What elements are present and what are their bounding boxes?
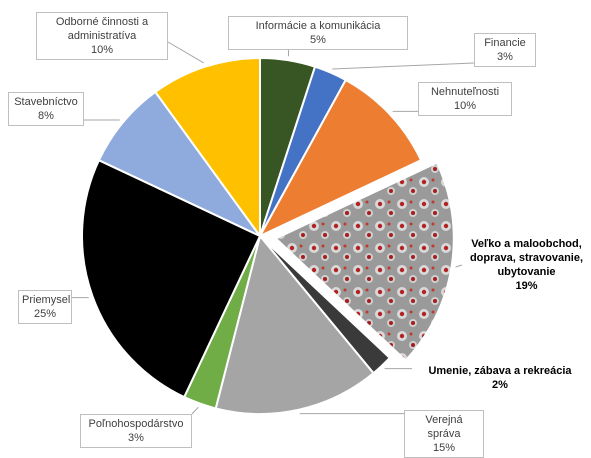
category-label: Odborné činnosti a administratíva	[55, 16, 149, 42]
pie-area	[72, 41, 475, 415]
category-label: Stavebníctvo	[14, 96, 78, 108]
value-label: 2%	[492, 379, 508, 391]
leader-line	[332, 62, 475, 70]
category-label: Poľnohospodárstvo	[88, 418, 184, 430]
data-label: Financie 3%	[474, 33, 536, 67]
value-label: 10%	[90, 44, 114, 56]
data-label: Nehnuteľnosti 10%	[418, 82, 512, 116]
leader-line	[455, 264, 463, 268]
value-label: 3%	[128, 432, 144, 444]
chart: Informácie a komunikácia 5% Financie 3% Nehn…	[8, 12, 591, 458]
data-label: Umenie, zábava a rekreácia 2%	[412, 362, 588, 394]
category-label: Nehnuteľnosti	[430, 86, 500, 98]
pie-slice	[153, 56, 261, 240]
category-label: Financie	[484, 37, 526, 49]
pie-slice	[97, 90, 261, 237]
category-label: Veľko a maloobchod, doprava, stravovanie…	[469, 238, 584, 278]
data-label: Informácie a komunikácia 5%	[228, 16, 408, 50]
leader-line	[167, 41, 205, 64]
data-label: Odborné činnosti a administratíva 10%	[36, 12, 168, 60]
value-label: 5%	[310, 34, 326, 46]
pie-slice	[214, 233, 375, 415]
data-label: Stavebníctvo 8%	[8, 92, 84, 126]
pie-slice	[81, 158, 262, 399]
pie-slice	[257, 78, 423, 239]
category-label: Priemysel	[22, 294, 71, 306]
data-label: Veľko a maloobchod, doprava, stravovanie…	[462, 235, 591, 295]
category-label: Verejná správa	[425, 414, 463, 440]
pie-slice	[274, 161, 455, 362]
value-label: 15%	[432, 442, 456, 454]
category-label: Informácie a komunikácia	[255, 20, 381, 32]
category-label: Umenie, zábava a rekreácia	[428, 365, 572, 377]
value-label: 8%	[38, 110, 54, 122]
data-label: Priemysel 25%	[18, 290, 72, 324]
value-label: 10%	[453, 100, 477, 112]
value-label: 3%	[497, 51, 513, 63]
data-label: Verejná správa 15%	[404, 410, 484, 458]
leader-line	[191, 406, 199, 415]
value-label: 25%	[33, 308, 57, 320]
data-label: Poľnohospodárstvo 3%	[80, 414, 192, 448]
value-label: 19%	[515, 280, 538, 292]
